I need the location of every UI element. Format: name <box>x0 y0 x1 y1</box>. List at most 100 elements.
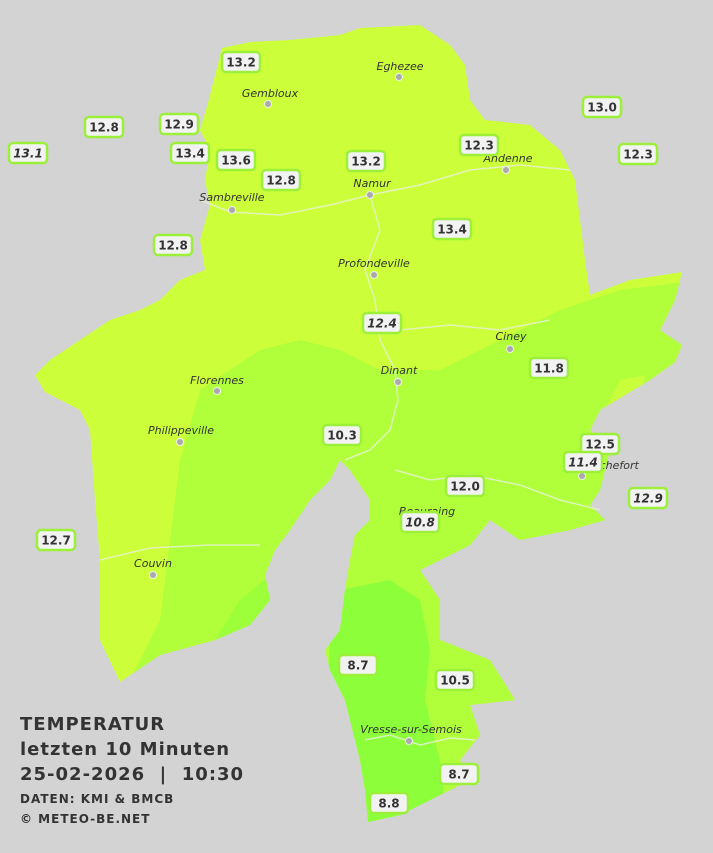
city-label: Florennes <box>190 374 244 387</box>
station-box <box>627 486 669 510</box>
station-box <box>444 474 486 498</box>
station-box <box>158 112 200 136</box>
station: 8.8 <box>368 791 410 815</box>
city-label: Dinant <box>381 364 418 377</box>
city-label: Vresse-sur-Semois <box>360 723 462 736</box>
station-value: 10.3 <box>327 429 357 443</box>
station-box <box>617 142 659 166</box>
station-box <box>581 95 623 119</box>
city-label: Ciney <box>496 330 527 343</box>
station: 8.7 <box>438 762 480 786</box>
station-value: 10.8 <box>405 516 435 530</box>
station-value: 12.4 <box>367 317 397 331</box>
legend-title: TEMPERATUR <box>20 714 165 735</box>
city-dot <box>176 438 184 446</box>
station-box <box>562 450 604 474</box>
city-label: Namur <box>353 177 392 190</box>
station-value: 12.8 <box>158 239 188 253</box>
station-value: 12.8 <box>266 174 296 188</box>
station-box <box>458 133 500 157</box>
legend-subtitle: letzten 10 Minuten <box>20 739 230 760</box>
station-value: 13.6 <box>221 154 251 168</box>
station-box <box>361 311 403 335</box>
city-label: Sambreville <box>199 191 264 204</box>
station-value: 8.8 <box>378 797 399 811</box>
station-value: 12.9 <box>164 118 194 132</box>
station: 12.0 <box>444 474 486 498</box>
station: 13.0 <box>581 95 623 119</box>
city-dot <box>405 737 413 745</box>
station: 12.8 <box>83 115 125 139</box>
stations: 13.2 12.8 12.9 13.1 13.4 13.6 12.8 13.2 12.3 13.0… <box>7 50 669 815</box>
station: 12.8 <box>152 233 194 257</box>
river-bocq <box>399 319 551 331</box>
station-value: 12.0 <box>450 480 480 494</box>
city-dot <box>149 571 157 579</box>
station: 12.4 <box>361 311 403 335</box>
station: 11.8 <box>528 356 570 380</box>
station-value: 8.7 <box>347 659 368 673</box>
station-value: 12.5 <box>585 438 615 452</box>
station-value: 13.4 <box>437 223 467 237</box>
station-value: 13.4 <box>175 147 205 161</box>
station: 12.3 <box>617 142 659 166</box>
station-box <box>399 510 441 534</box>
legend-credit: © METEO-BE.NET <box>20 812 150 826</box>
station-value: 13.1 <box>13 147 43 161</box>
station-value: 13.2 <box>226 56 256 70</box>
city-dot <box>578 472 586 480</box>
station: 10.3 <box>321 423 363 447</box>
legend-source: DATEN: KMI & BMCB <box>20 792 174 806</box>
station-box <box>438 762 480 786</box>
city-dot <box>502 166 510 174</box>
station-value: 11.4 <box>568 456 598 470</box>
station-value: 8.7 <box>448 768 469 782</box>
station: 13.1 <box>7 141 49 165</box>
station: 12.9 <box>627 486 669 510</box>
station-box <box>345 149 387 173</box>
station-box <box>431 217 473 241</box>
city-dot <box>370 271 378 279</box>
station: 8.7 <box>337 653 379 677</box>
station-box <box>220 50 262 74</box>
station-box <box>83 115 125 139</box>
city-dot <box>213 387 221 395</box>
city-label: Couvin <box>134 557 172 570</box>
station: 13.6 <box>215 148 257 172</box>
station-value: 12.9 <box>633 492 663 506</box>
station: 13.2 <box>345 149 387 173</box>
river-meuse <box>344 194 399 461</box>
zone-cool-west <box>215 575 270 640</box>
city-label: Eghezee <box>377 60 424 73</box>
station-box <box>434 668 476 692</box>
station-box <box>321 423 363 447</box>
station-box <box>528 356 570 380</box>
river-semois <box>364 734 476 746</box>
city-label: Profondeville <box>338 257 410 270</box>
station-value: 12.7 <box>41 534 71 548</box>
station-box <box>7 141 49 165</box>
city-label: Philippeville <box>148 424 214 437</box>
city-dot <box>228 206 236 214</box>
station-box <box>368 791 410 815</box>
station-box <box>215 148 257 172</box>
station: 12.5 <box>579 432 621 456</box>
city-dot <box>395 73 403 81</box>
cities: EghezeeGemblouxAndenneNamurSambrevillePr… <box>134 60 639 745</box>
station-box <box>35 528 77 552</box>
legend: TEMPERATUR letzten 10 Minuten 25-02-2026… <box>20 714 243 826</box>
station-box <box>337 653 379 677</box>
station: 10.5 <box>434 668 476 692</box>
station: 11.4 <box>562 450 604 474</box>
station-box <box>169 141 211 165</box>
station: 13.4 <box>431 217 473 241</box>
river-lesse <box>394 469 601 511</box>
station-value: 13.0 <box>587 101 617 115</box>
station-box <box>260 168 302 192</box>
river-viroin <box>99 544 260 561</box>
city-dot <box>264 100 272 108</box>
station-value: 12.8 <box>89 121 119 135</box>
station-value: 10.5 <box>440 674 470 688</box>
